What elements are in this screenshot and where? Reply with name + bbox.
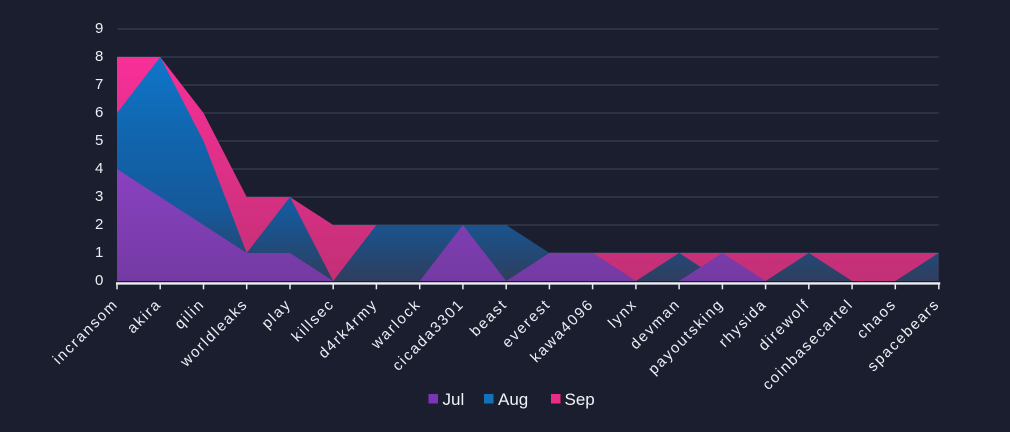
svg-text:5: 5	[95, 132, 103, 149]
svg-text:play: play	[258, 296, 294, 332]
svg-text:Jul: Jul	[443, 390, 465, 409]
svg-text:payoutsking: payoutsking	[645, 296, 727, 378]
svg-text:8: 8	[95, 48, 103, 65]
svg-text:3: 3	[95, 188, 103, 205]
svg-text:4: 4	[95, 160, 103, 177]
svg-text:9: 9	[95, 20, 103, 37]
svg-text:lynx: lynx	[605, 296, 641, 332]
svg-text:2: 2	[95, 216, 103, 233]
svg-text:akira: akira	[124, 296, 165, 337]
svg-text:incransom: incransom	[50, 296, 122, 368]
svg-text:1: 1	[95, 244, 103, 261]
svg-text:7: 7	[95, 76, 103, 93]
svg-text:qilin: qilin	[171, 296, 208, 333]
svg-text:Aug: Aug	[498, 390, 528, 409]
svg-text:Sep: Sep	[565, 390, 595, 409]
svg-text:0: 0	[95, 272, 103, 289]
svg-text:6: 6	[95, 104, 103, 121]
